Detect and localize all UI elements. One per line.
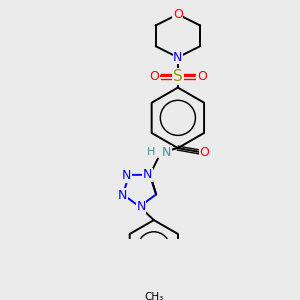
Text: CH₃: CH₃: [144, 292, 164, 300]
Text: N: N: [122, 169, 131, 182]
Text: O: O: [199, 146, 209, 159]
Text: S: S: [173, 69, 183, 84]
Text: N: N: [136, 200, 146, 213]
Text: H: H: [147, 147, 156, 157]
Text: O: O: [149, 70, 159, 83]
Text: N: N: [143, 168, 152, 182]
Text: N: N: [118, 189, 128, 202]
Text: O: O: [197, 70, 207, 83]
Text: N: N: [173, 51, 183, 64]
Text: O: O: [173, 8, 183, 21]
Text: N: N: [162, 146, 171, 159]
